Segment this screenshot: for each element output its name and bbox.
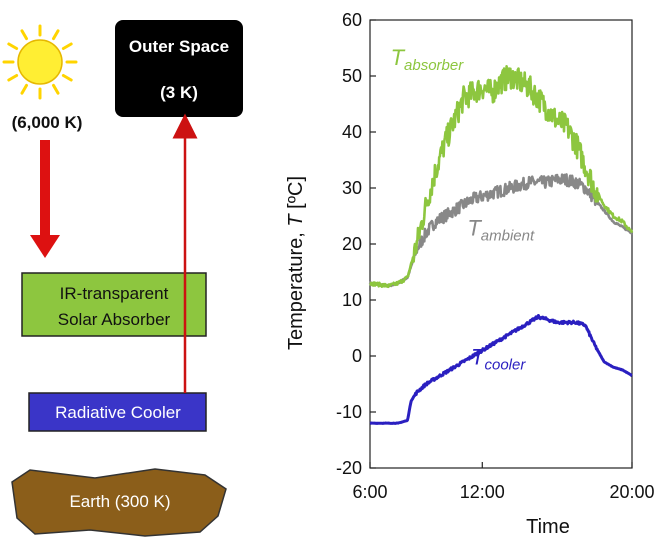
radiative-cooler-box: Radiative Cooler — [28, 392, 207, 432]
y-tick-label: -20 — [336, 458, 362, 478]
sun-icon — [2, 24, 78, 100]
series-line-absorber — [369, 65, 634, 289]
schematic: (6,000 K) Outer Space (3 K) IR-transpare… — [2, 20, 243, 537]
chart: -20 -10 0 10 20 30 40 50 60 6:00 12:00 20:00 Tabsor… — [285, 10, 655, 538]
absorber-label-line2: Solar Absorber — [58, 310, 171, 329]
y-tick-label: 20 — [342, 234, 362, 254]
y-axis-label: Temperature, T [ºC] — [285, 176, 307, 350]
x-tick-label: 12:00 — [460, 482, 505, 502]
x-tick-label: 6:00 — [352, 482, 387, 502]
y-axis-label-prefix: Temperature, — [285, 227, 307, 350]
series-line-cooler — [369, 314, 633, 425]
x-axis-label: Time — [526, 516, 570, 538]
y-tick-label: 60 — [342, 10, 362, 30]
sun-temperature-label: (6,000 K) — [12, 113, 83, 132]
x-tick-label: 20:00 — [609, 482, 654, 502]
earth-label: Earth (300 K) — [69, 492, 170, 511]
y-tick-label: 40 — [342, 122, 362, 142]
absorber-label-line1: IR-transparent — [60, 284, 169, 303]
y-axis-label-unit: [ºC] — [285, 176, 307, 214]
y-tick-label: -10 — [336, 402, 362, 422]
y-tick-label: 0 — [352, 346, 362, 366]
series-label-ambient: Tambient — [467, 216, 535, 245]
y-tick-label: 50 — [342, 66, 362, 86]
outer-space-box: Outer Space (3 K) — [115, 20, 243, 117]
series-label-cooler: Tcooler — [471, 344, 526, 373]
sunlight-arrow — [30, 140, 60, 258]
cooler-label: Radiative Cooler — [55, 403, 181, 422]
y-tick-label: 30 — [342, 178, 362, 198]
earth-shape: Earth (300 K) — [11, 468, 227, 537]
outer-space-temperature: (3 K) — [160, 83, 198, 102]
solar-absorber-box: IR-transparent Solar Absorber — [21, 272, 207, 337]
y-tick-label: 10 — [342, 290, 362, 310]
y-axis-label-var: T — [285, 213, 307, 227]
outer-space-title: Outer Space — [129, 37, 229, 56]
series-label-absorber: Tabsorber — [391, 45, 465, 74]
